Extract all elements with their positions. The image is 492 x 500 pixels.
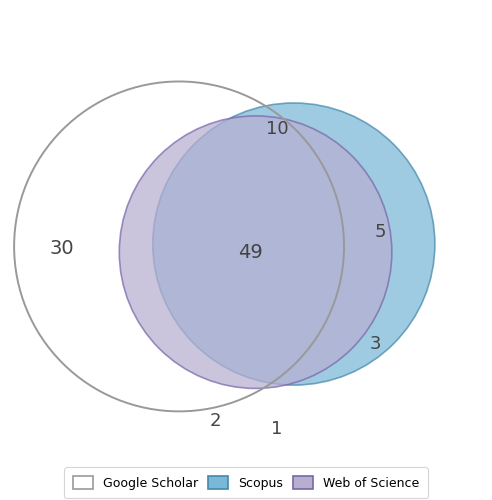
Text: 5: 5 — [374, 223, 386, 241]
Legend: Google Scholar, Scopus, Web of Science: Google Scholar, Scopus, Web of Science — [64, 467, 428, 498]
Text: 10: 10 — [266, 120, 288, 138]
Circle shape — [153, 103, 435, 385]
Text: 3: 3 — [369, 336, 381, 353]
Text: 1: 1 — [272, 420, 283, 438]
Text: 30: 30 — [50, 240, 74, 258]
Text: 2: 2 — [209, 412, 221, 430]
Text: 49: 49 — [239, 242, 263, 262]
Circle shape — [119, 116, 392, 388]
